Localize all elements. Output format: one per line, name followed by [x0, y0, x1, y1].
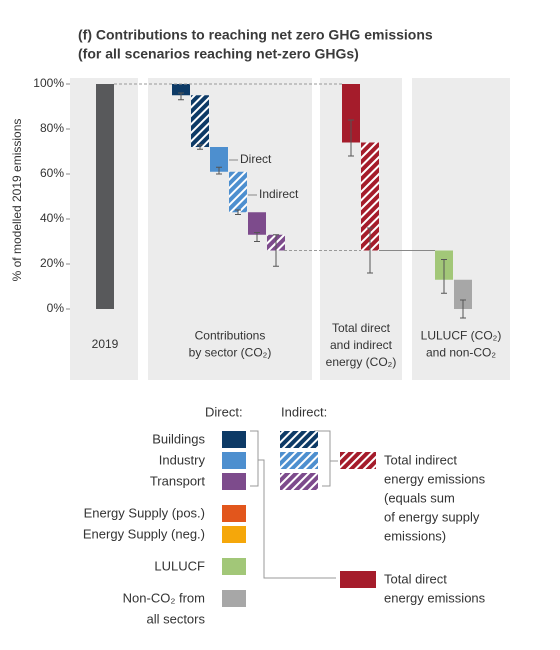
legend-label: Total indirect: [384, 452, 457, 467]
legend-label: Non-CO₂ from: [123, 590, 205, 605]
error-bar: [178, 92, 184, 101]
legend-swatch-indirect: [280, 431, 318, 448]
error-bar: [197, 144, 203, 150]
error-bar: [235, 209, 241, 215]
x-category-label: Total direct: [332, 321, 391, 335]
legend-swatch: [222, 526, 246, 543]
error-bar: [460, 299, 466, 319]
legend-swatch: [222, 431, 246, 448]
bar-segment: [342, 84, 360, 143]
legend-label: (equals sum: [384, 490, 455, 505]
bar-segment: [229, 171, 247, 213]
legend-label: Transport: [150, 473, 206, 488]
bar-segment: [172, 84, 190, 96]
x-category-label: energy (CO₂): [326, 355, 397, 369]
x-category-label: Contributions: [195, 329, 266, 343]
chart-title: (for all scenarios reaching net-zero GHG…: [78, 46, 359, 62]
legend-label: emissions): [384, 528, 446, 543]
legend-swatch: [222, 590, 246, 607]
legend-swatch: [222, 558, 246, 575]
annotation: Direct: [240, 152, 272, 166]
bar-segment: [248, 212, 266, 235]
bar-segment: [191, 95, 209, 147]
x-category-label: and non-CO₂: [426, 346, 496, 360]
legend-label: of energy supply: [384, 509, 480, 524]
error-bar: [216, 166, 222, 175]
panel: [148, 78, 312, 380]
legend-header: Indirect:: [281, 404, 327, 419]
bar-segment: [210, 147, 228, 172]
legend-label: Energy Supply (neg.): [83, 526, 205, 541]
bar-segment: [361, 142, 379, 251]
legend-label: energy emissions: [384, 590, 486, 605]
panel: [412, 78, 510, 380]
legend-label: LULUCF: [154, 558, 205, 573]
error-bar: [348, 119, 354, 157]
y-tick-label: 60%: [40, 166, 64, 180]
x-category-label: by sector (CO₂): [189, 346, 272, 360]
legend-label: Industry: [159, 452, 206, 467]
y-tick-label: 40%: [40, 211, 64, 225]
legend-swatch: [222, 452, 246, 469]
legend-swatch-indirect: [280, 452, 318, 469]
bar: [96, 84, 114, 309]
legend-swatch-indirect: [280, 473, 318, 490]
legend-label: Total direct: [384, 571, 447, 586]
x-category-label: LULUCF (CO₂): [421, 329, 502, 343]
connector: [258, 459, 336, 579]
bracket: [250, 430, 259, 487]
bar-segment: [454, 279, 472, 309]
legend-label: Energy Supply (pos.): [84, 505, 205, 520]
legend-swatch: [340, 571, 376, 588]
error-bar: [273, 234, 279, 267]
legend-label: Buildings: [152, 431, 205, 446]
annotation: Indirect: [259, 187, 299, 201]
legend-swatch: [340, 452, 376, 469]
y-tick-label: 80%: [40, 121, 64, 135]
legend-swatch: [222, 473, 246, 490]
error-bar: [441, 259, 447, 294]
y-tick-label: 100%: [33, 76, 64, 90]
error-bar: [367, 227, 373, 274]
legend-label: all sectors: [146, 611, 205, 626]
chart-title: (f) Contributions to reaching net zero G…: [78, 27, 433, 43]
connector: [322, 430, 338, 487]
y-axis-label: % of modelled 2019 emissions: [10, 119, 24, 282]
legend-header: Direct:: [205, 404, 243, 419]
legend-label: energy emissions: [384, 471, 486, 486]
y-tick-label: 20%: [40, 256, 64, 270]
legend-swatch: [222, 505, 246, 522]
error-bar: [254, 232, 260, 242]
panels: [70, 78, 510, 380]
y-tick-label: 0%: [47, 301, 65, 315]
x-category-label: 2019: [92, 337, 119, 351]
x-category-label: and indirect: [330, 338, 393, 352]
